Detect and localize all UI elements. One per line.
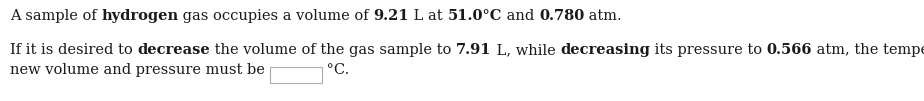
Text: 0.780: 0.780 xyxy=(539,9,584,23)
Text: atm.: atm. xyxy=(584,9,622,23)
Text: gas occupies a volume of: gas occupies a volume of xyxy=(178,9,373,23)
Text: 0.566: 0.566 xyxy=(767,43,812,57)
Text: decrease: decrease xyxy=(138,43,210,57)
Text: the volume of the gas sample to: the volume of the gas sample to xyxy=(210,43,456,57)
Text: decreasing: decreasing xyxy=(560,43,650,57)
Text: and: and xyxy=(502,9,539,23)
Text: L, while: L, while xyxy=(492,43,560,57)
Text: L at: L at xyxy=(409,9,447,23)
Text: 51.0°C: 51.0°C xyxy=(447,9,502,23)
Text: If it is desired to: If it is desired to xyxy=(10,43,138,57)
Text: °C.: °C. xyxy=(322,63,348,77)
FancyBboxPatch shape xyxy=(270,67,322,83)
Text: 7.91: 7.91 xyxy=(456,43,492,57)
Text: its pressure to: its pressure to xyxy=(650,43,767,57)
Text: atm, the temperature of the gas sample at the: atm, the temperature of the gas sample a… xyxy=(812,43,924,57)
Text: A sample of: A sample of xyxy=(10,9,102,23)
Text: 9.21: 9.21 xyxy=(373,9,409,23)
Text: hydrogen: hydrogen xyxy=(102,9,178,23)
Text: new volume and pressure must be: new volume and pressure must be xyxy=(10,63,270,77)
